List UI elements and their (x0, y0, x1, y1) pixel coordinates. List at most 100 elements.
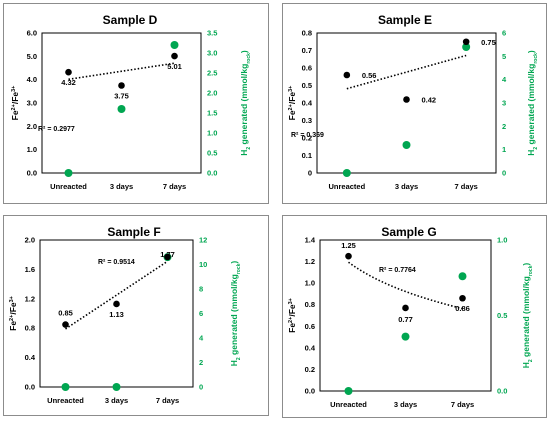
plot-frame (316, 32, 497, 174)
y-left-tick-label: 3.0 (27, 99, 37, 108)
y-left-tick-label: 6.0 (27, 29, 37, 38)
chart-svg-sample-d: Sample D 0.0 1.0 2.0 3.0 4.0 5.0 6.0 0.0 0.5 1.0 1… (10, 13, 252, 192)
chart-svg-sample-e: Sample E 0 0.1 0.2 0.3 0.4 0.5 0.6 0.7 0.8 0 1 2 3 4 5… (287, 13, 539, 192)
h2-data-point (342, 169, 351, 177)
y-left-tick-label: 5.0 (27, 52, 37, 61)
fe-ratio-data-label: 0.56 (362, 71, 377, 80)
fe-ratio-data-point (171, 52, 178, 60)
y-left-tick-label: 0.2 (305, 365, 315, 374)
fe-ratio-data-point (403, 96, 410, 103)
y-left-axis-label: Fe2+/Fe3+ (287, 298, 297, 333)
fe-ratio-data-point (164, 253, 171, 261)
fe-ratio-data-point (345, 252, 352, 260)
chart-panel-sample-e: Sample E 0 0.1 0.2 0.3 0.4 0.5 0.6 0.7 0.8 0 1 2 3 4 5… (282, 3, 547, 204)
x-tick-label: 7 days (454, 182, 477, 191)
y-right-tick-label: 0 (502, 169, 506, 178)
x-tick-label: 3 days (110, 182, 133, 191)
fe-ratio-data-point (459, 294, 466, 302)
r2-annotation: R² = 0.7764 (379, 267, 416, 274)
y-left-tick-label: 1.0 (27, 145, 37, 154)
h2-data-point (117, 105, 126, 113)
y-left-tick-label: 0.4 (302, 99, 313, 108)
y-left-tick-label: 0.5 (302, 81, 312, 90)
y-right-tick-label: 1 (502, 145, 506, 154)
chart-title: Sample G (381, 225, 436, 239)
chart-title: Sample F (107, 225, 160, 239)
y-right-tick-label: 2.0 (207, 89, 217, 98)
y-left-tick-label: 0.3 (302, 116, 312, 125)
y-right-tick-label: 12 (199, 236, 207, 245)
y-left-tick-label: 0.7 (302, 46, 312, 55)
x-tick-label: 3 days (394, 400, 417, 409)
chart-title: Sample D (103, 13, 158, 27)
y-left-tick-label: 1.0 (305, 279, 315, 288)
x-tick-label: 3 days (395, 182, 418, 191)
fe-ratio-data-point (462, 38, 470, 46)
y-left-tick-label: 0.1 (302, 151, 312, 160)
y-left-tick-label: 0 (308, 169, 312, 178)
y-right-axis-label: H2 generated (mmol/kgrock) (521, 263, 534, 369)
trendline (348, 261, 463, 310)
plot-frame (41, 32, 202, 174)
y-left-tick-label: 0.8 (302, 29, 312, 38)
h2-data-point (64, 169, 73, 177)
fe-ratio-data-point (113, 300, 120, 308)
h2-data-point (462, 43, 471, 51)
r2-annotation: R² = 0.2977 (38, 126, 75, 133)
x-tick-label: Unreacted (50, 182, 87, 191)
h2-data-point (458, 272, 467, 281)
y-left-tick-label: 1.6 (25, 265, 35, 274)
y-left-tick-label: 2.0 (27, 122, 37, 131)
y-left-tick-label: 0.0 (25, 383, 35, 392)
y-left-tick-label: 1.2 (25, 294, 35, 303)
y-right-tick-label: 10 (199, 260, 207, 269)
chart-svg-sample-f: Sample F 0.0 0.4 0.8 1.2 1.6 2.0 0 2 4 6 8 10 12 Unre… (8, 225, 242, 406)
plot-area: 0 0.1 0.2 0.3 0.4 0.5 0.6 0.7 0.8 0 1 2 3 4 5 6 Unreacte… (287, 29, 539, 192)
y-right-tick-label: 1.0 (497, 236, 507, 245)
fe-ratio-data-point (62, 321, 69, 328)
y-left-tick-label: 0.8 (25, 324, 35, 333)
fe-ratio-data-point (65, 68, 72, 76)
x-tick-label: 7 days (451, 400, 474, 409)
h2-data-point (402, 141, 411, 149)
h2-data-point (401, 332, 410, 341)
y-right-tick-label: 3 (502, 99, 506, 108)
r2-annotation: R² = 0.369 (291, 132, 324, 139)
fe-ratio-data-label: 3.75 (114, 92, 129, 101)
plot-area: 0.0 0.2 0.4 0.6 0.8 1.0 1.2 1.4 0.0 0.5 1.0 Unreact… (287, 236, 534, 410)
y-left-tick-label: 1.2 (305, 257, 315, 266)
fe-ratio-data-label: 1.77 (160, 250, 175, 259)
fe-ratio-data-label: 5.01 (167, 62, 182, 71)
h2-data-point (344, 387, 353, 395)
h2-data-point (61, 383, 70, 391)
plot-area: 0.0 0.4 0.8 1.2 1.6 2.0 0 2 4 6 8 10 12 Unreacted 3 da… (8, 236, 242, 406)
r2-annotation: R² = 0.9514 (98, 259, 135, 266)
plot-frame (319, 239, 492, 392)
y-right-tick-label: 8 (199, 285, 203, 294)
y-right-tick-label: 3.5 (207, 29, 217, 38)
y-right-tick-label: 6 (199, 309, 203, 318)
y-left-axis-label: Fe2+/Fe3+ (8, 296, 18, 331)
y-left-tick-label: 2.0 (25, 236, 35, 245)
y-right-tick-label: 0 (199, 383, 203, 392)
fe-ratio-data-label: 0.42 (422, 96, 437, 105)
y-left-tick-label: 0.8 (305, 300, 315, 309)
chart-panel-sample-d: Sample D 0.0 1.0 2.0 3.0 4.0 5.0 6.0 0.0 0.5 1.0 1… (3, 3, 269, 204)
fe-ratio-data-label: 0.77 (398, 315, 413, 324)
y-right-tick-label: 2 (502, 122, 506, 131)
y-left-tick-label: 0.6 (305, 322, 315, 331)
fe-ratio-data-point (118, 82, 125, 89)
fe-ratio-data-label: 4.32 (61, 78, 76, 87)
fe-ratio-data-label: 1.13 (109, 310, 124, 319)
chart-panel-sample-f: Sample F 0.0 0.4 0.8 1.2 1.6 2.0 0 2 4 6 8 10 12 Unre… (3, 215, 269, 416)
y-left-axis-label: Fe2+/Fe3+ (287, 86, 297, 121)
plot-area: 0.0 1.0 2.0 3.0 4.0 5.0 6.0 0.0 0.5 1.0 1.5 2.0 2.5 3… (10, 29, 252, 192)
y-right-tick-label: 0.5 (497, 311, 507, 320)
chart-svg-sample-g: Sample G 0.0 0.2 0.4 0.6 0.8 1.0 1.2 1.4 0.0 0.5 1… (287, 225, 534, 410)
y-right-tick-label: 1.0 (207, 129, 217, 138)
y-left-tick-label: 0.0 (27, 169, 37, 178)
y-right-tick-label: 1.5 (207, 109, 217, 118)
fe-ratio-data-label: 1.25 (341, 241, 356, 250)
chart-panel-sample-g: Sample G 0.0 0.2 0.4 0.6 0.8 1.0 1.2 1.4 0.0 0.5 1… (282, 215, 547, 418)
y-right-tick-label: 3.0 (207, 49, 217, 58)
